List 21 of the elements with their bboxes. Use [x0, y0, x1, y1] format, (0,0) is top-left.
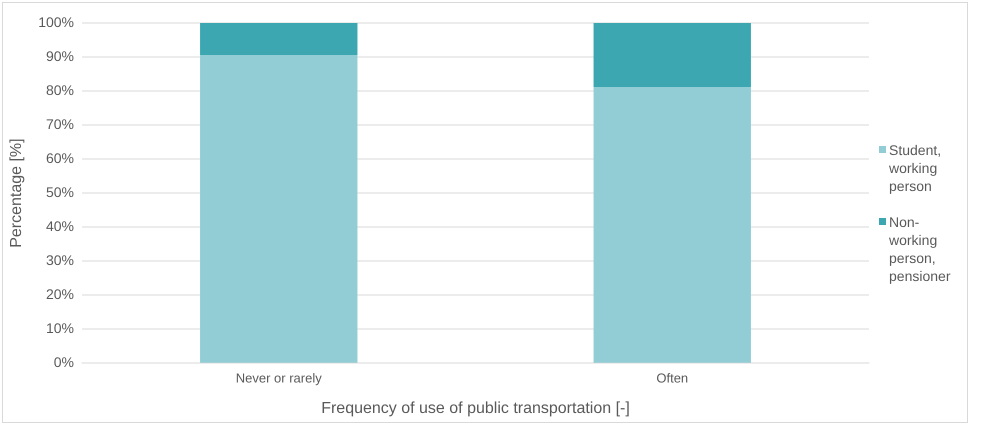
bar — [594, 23, 751, 87]
legend-label: Non-working person, pensioner — [889, 212, 952, 284]
legend-label: Student, working person — [889, 140, 942, 194]
y-tick-label: 60% — [46, 150, 74, 166]
y-tick-label: 10% — [46, 320, 74, 336]
y-tick-label: 30% — [46, 252, 74, 268]
y-tick-label: 20% — [46, 286, 74, 302]
y-axis-title: Percentage [%] — [8, 138, 26, 248]
x-axis-title: Frequency of use of public transportation [-] — [321, 400, 630, 417]
bar — [594, 86, 751, 363]
y-tick-label: 0% — [54, 354, 74, 370]
y-tick-label: 90% — [46, 48, 74, 64]
x-tick-label: Never or rarely — [236, 370, 322, 386]
bar — [200, 54, 358, 363]
y-tick-label: 40% — [46, 218, 74, 234]
x-tick-label: Often — [656, 370, 688, 386]
y-tick-label: 100% — [38, 14, 74, 30]
y-tick-label: 70% — [46, 116, 74, 132]
y-tick-label: 50% — [46, 184, 74, 200]
bar — [200, 23, 358, 55]
y-tick-label: 80% — [46, 82, 74, 98]
